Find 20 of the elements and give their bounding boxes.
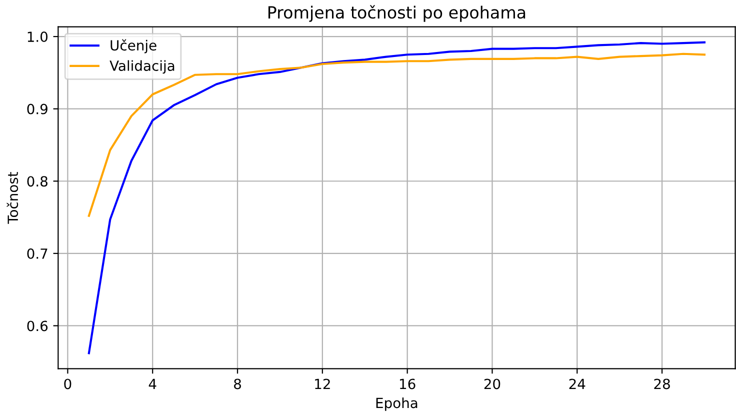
chart-title: Promjena točnosti po epohama [268,5,526,22]
x-tick-label: 8 [234,378,241,390]
line-series [88,41,706,354]
x-tick-label: 4 [148,378,156,390]
x-axis-title: Epoha [376,397,418,411]
y-tick-label: 0.9 [27,104,48,114]
x-tick-label: 0 [64,378,72,390]
y-tick-label: 0.8 [27,176,48,187]
y-tick-label: 1.0 [28,32,48,42]
line-series [88,52,706,217]
x-tick-label: 20 [484,378,500,390]
y-axis-title: Točnost [6,172,18,224]
y-tick-label: 0.6 [27,320,48,332]
legend-label: Validacija [110,60,174,74]
x-tick-label: 28 [654,378,670,390]
y-tick-label: 0.7 [27,248,48,259]
x-tick-label: 16 [400,378,416,390]
x-tick-label: 24 [569,378,586,390]
x-tick-label: 12 [315,378,330,390]
legend-label: Učenje [110,39,156,54]
